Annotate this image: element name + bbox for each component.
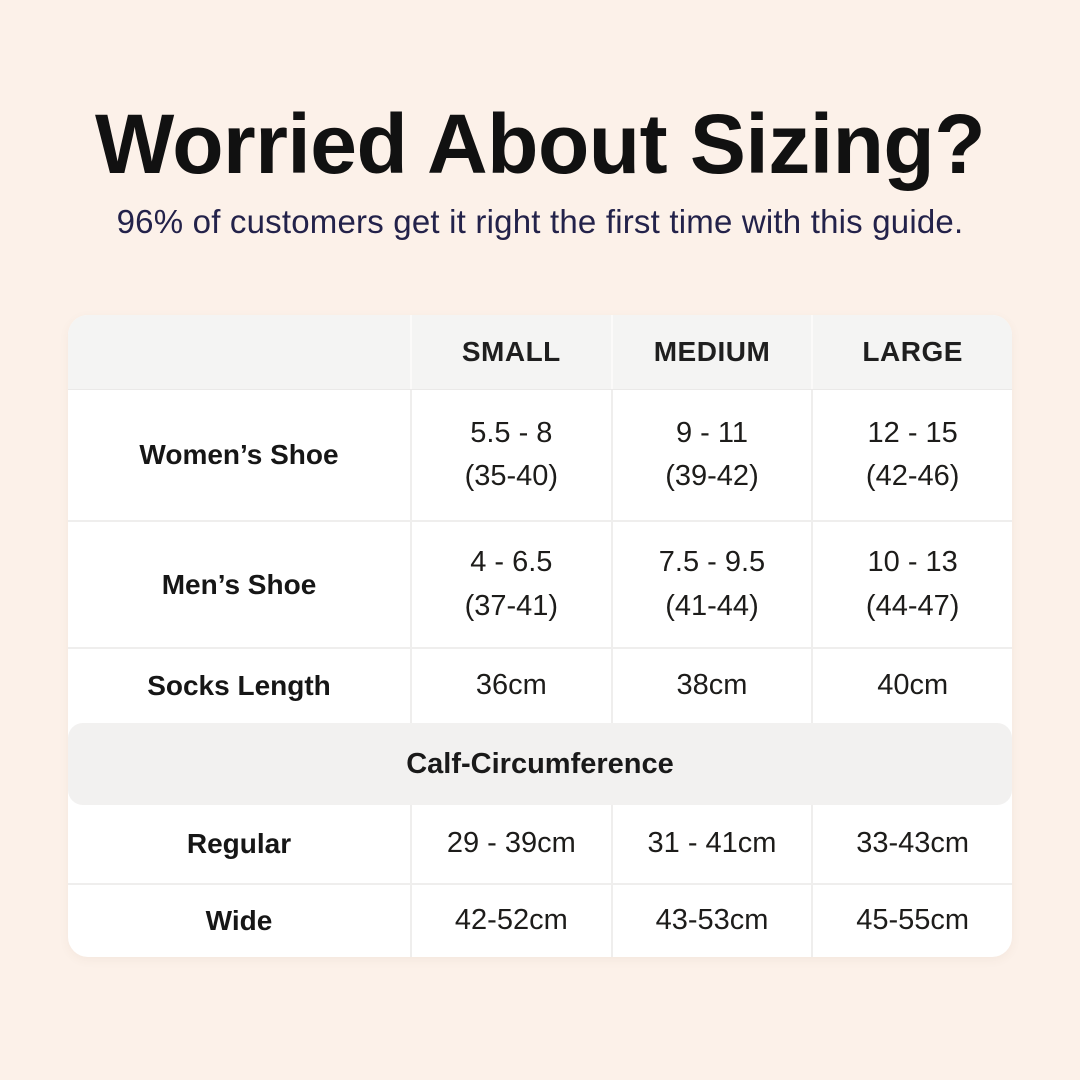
- table-header-row: SMALL MEDIUM LARGE: [68, 315, 1012, 390]
- table-row-womens-shoe: Women’s Shoe 5.5 - 8 (35-40) 9 - 11 (39-…: [68, 390, 1012, 520]
- cell-womens-large: 12 - 15 (42-46): [811, 390, 1012, 520]
- row-label: Men’s Shoe: [161, 568, 317, 600]
- cell-socks-large: 40cm: [811, 649, 1012, 723]
- row-label: Wide: [205, 905, 273, 936]
- calf-circumference-section-header: Calf-Circumference: [68, 723, 1012, 805]
- cell-regular-small: 29 - 39cm: [410, 805, 611, 883]
- size-guide-table: SMALL MEDIUM LARGE Women’s Shoe 5.5 - 8 …: [68, 315, 1012, 957]
- hero-section: Worried About Sizing? 96% of customers g…: [0, 96, 1080, 241]
- row-label: Women’s Shoe: [139, 439, 339, 470]
- column-header-medium: MEDIUM: [610, 315, 812, 389]
- cell-wide-small: 42-52cm: [410, 885, 611, 957]
- column-header-large: LARGE: [811, 315, 1012, 389]
- cell-socks-small: 36cm: [410, 649, 611, 723]
- row-label: Socks Length: [147, 670, 331, 701]
- table-row-wide: Wide 42-52cm 43-53cm 45-55cm: [68, 883, 1012, 957]
- cell-womens-medium: 9 - 11 (39-42): [610, 390, 812, 520]
- cell-mens-large: 10 - 13 (44-47): [811, 522, 1012, 647]
- cell-regular-medium: 31 - 41cm: [610, 805, 812, 883]
- page-subtitle: 96% of customers get it right the first …: [116, 202, 964, 240]
- cell-mens-medium: 7.5 - 9.5 (41-44): [610, 522, 812, 647]
- cell-mens-small: 4 - 6.5 (37-41): [410, 522, 611, 647]
- table-row-mens-shoe: Men’s Shoe 4 - 6.5 (37-41) 7.5 - 9.5 (41…: [68, 520, 1012, 647]
- cell-wide-medium: 43-53cm: [610, 885, 812, 957]
- column-header-blank: [68, 315, 410, 389]
- cell-regular-large: 33-43cm: [811, 805, 1012, 883]
- column-header-small: SMALL: [410, 315, 611, 389]
- cell-wide-large: 45-55cm: [811, 885, 1012, 957]
- table-row-socks-length: Socks Length 36cm 38cm 40cm: [68, 647, 1012, 723]
- cell-socks-medium: 38cm: [610, 649, 812, 723]
- row-label: Regular: [186, 828, 292, 859]
- cell-womens-small: 5.5 - 8 (35-40): [410, 390, 611, 520]
- page-title: Worried About Sizing?: [94, 97, 986, 191]
- table-row-regular: Regular 29 - 39cm 31 - 41cm 33-43cm: [68, 805, 1012, 883]
